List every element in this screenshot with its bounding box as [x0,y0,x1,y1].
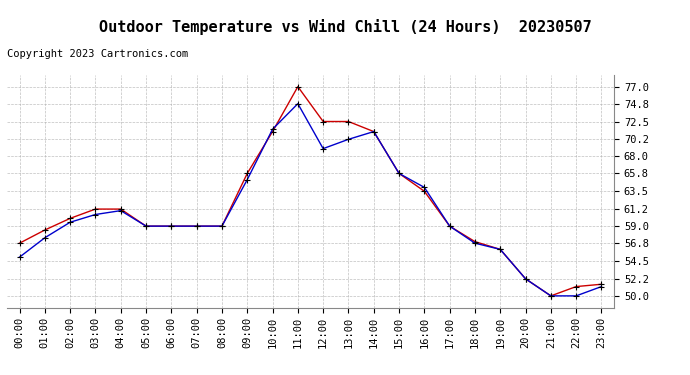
Legend: Wind Chill (°F), Temperature (°F): Wind Chill (°F), Temperature (°F) [351,0,609,2]
Text: Outdoor Temperature vs Wind Chill (24 Hours)  20230507: Outdoor Temperature vs Wind Chill (24 Ho… [99,19,591,35]
Text: Copyright 2023 Cartronics.com: Copyright 2023 Cartronics.com [7,49,188,59]
